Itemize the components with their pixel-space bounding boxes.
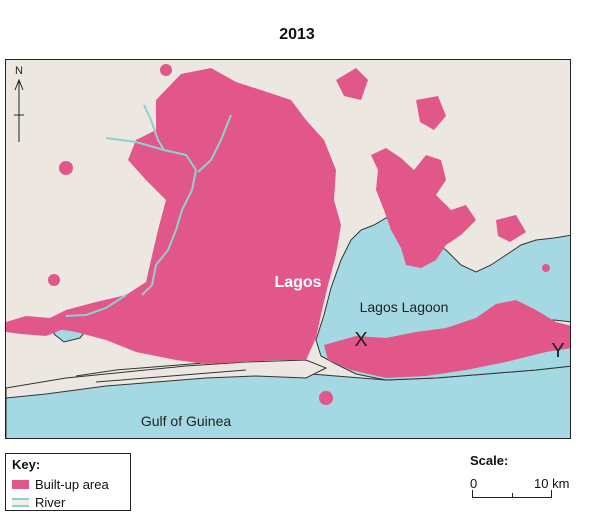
scale-title: Scale: [470, 453, 509, 468]
river-north [143, 104, 165, 151]
key-title: Key: [12, 457, 41, 472]
built-up-patch-1 [336, 68, 368, 100]
key-row-river: River [12, 493, 124, 511]
river-main [105, 137, 198, 296]
built-up-swatch [12, 479, 29, 489]
map-svg: N Lagos Lagos Lagoon Gulf of Guinea X Y [6, 60, 570, 438]
lagoon-label: Lagos Lagoon [360, 299, 449, 315]
scale-bar-group: Scale: 0 10 km [470, 453, 580, 513]
built-up-patch-3 [496, 215, 526, 242]
point-x-label: X [354, 329, 367, 351]
built-up-east-strip [324, 300, 570, 378]
river-east [197, 114, 232, 173]
built-up-patch-4 [59, 161, 73, 175]
scale-end-label: 10 km [534, 476, 570, 491]
map-key: Key: Built-up area River [5, 453, 131, 511]
built-up-patch-5 [160, 64, 172, 76]
built-up-north-east [371, 148, 476, 268]
built-up-patch-8 [319, 391, 333, 405]
key-row-built-up: Built-up area [12, 475, 124, 493]
river-label: River [35, 494, 66, 510]
river-west [65, 294, 127, 317]
sea-label: Gulf of Guinea [141, 413, 231, 429]
barrier-island [6, 359, 328, 399]
river-swatch [12, 497, 29, 507]
map-title: 2013 [279, 26, 315, 43]
built-up-patch-7 [542, 264, 550, 272]
north-label: N [15, 65, 23, 77]
north-arrow: N [14, 65, 24, 142]
built-up-patch-2 [416, 96, 446, 130]
city-label: Lagos [274, 274, 321, 291]
scale-start-label: 0 [470, 476, 478, 491]
built-up-label: Built-up area [35, 476, 109, 492]
scale-mid-tick [512, 493, 513, 498]
built-up-west-arm [6, 316, 66, 336]
built-up-main [46, 68, 341, 364]
built-up-patch-6 [48, 274, 60, 286]
point-y-label: Y [551, 340, 564, 362]
map-panel: N Lagos Lagos Lagoon Gulf of Guinea X Y [5, 59, 571, 439]
